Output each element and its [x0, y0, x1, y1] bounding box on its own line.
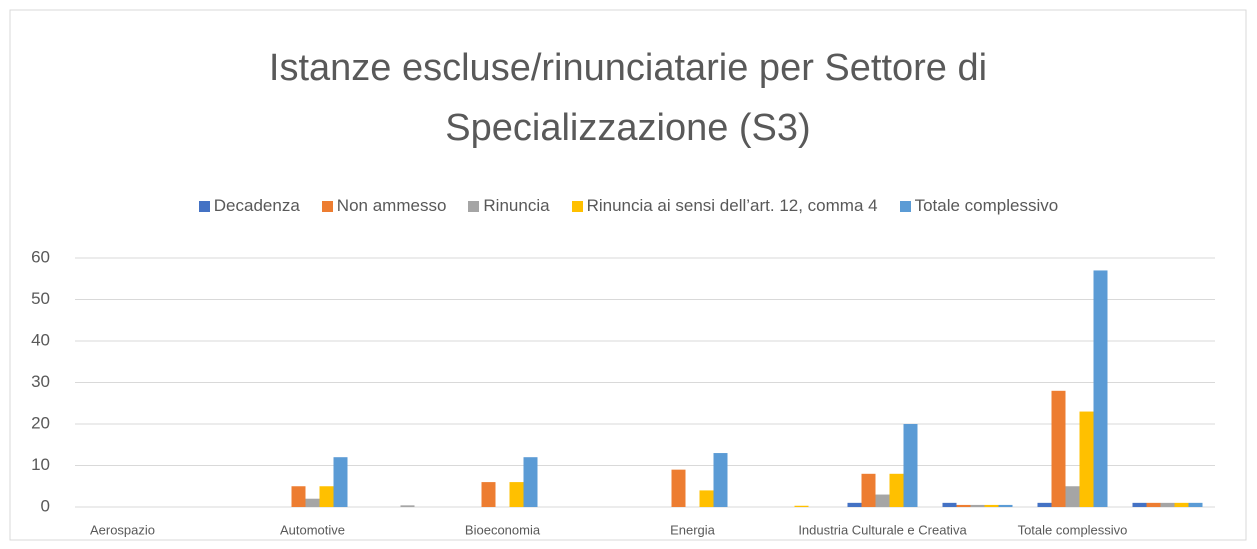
- legend-item: Rinuncia ai sensi dell’art. 12, comma 4: [571, 196, 878, 216]
- bar: [305, 498, 320, 507]
- legend-swatch: [321, 200, 333, 212]
- y-tick-label: 60: [31, 247, 50, 266]
- bar: [671, 469, 686, 507]
- bar: [713, 453, 728, 507]
- bar: [903, 424, 918, 507]
- x-tick-label: Bioeconomia: [465, 522, 541, 537]
- legend-item: Non ammesso: [321, 196, 447, 216]
- y-tick-label: 30: [31, 372, 50, 391]
- legend-label: Non ammesso: [336, 196, 447, 215]
- legend-label: Totale complessivo: [914, 196, 1059, 215]
- bar: [1037, 502, 1052, 507]
- legend-swatch: [899, 200, 911, 212]
- bar: [1051, 390, 1066, 507]
- legend-label: Decadenza: [213, 196, 300, 215]
- y-tick-label: 20: [31, 413, 50, 432]
- bar: [481, 482, 496, 507]
- bar: [523, 457, 538, 507]
- bar: [319, 486, 334, 507]
- bar: [1132, 502, 1147, 507]
- bar: [942, 502, 957, 507]
- bar: [291, 486, 306, 507]
- x-tick-label: Energia: [670, 522, 716, 537]
- bar: [509, 482, 524, 507]
- bar: [333, 457, 348, 507]
- bar: [875, 494, 890, 507]
- bar: [847, 502, 862, 507]
- bar: [1146, 502, 1161, 507]
- legend-label: Rinuncia ai sensi dell’art. 12, comma 4: [586, 196, 878, 215]
- y-tick-label: 40: [31, 330, 50, 349]
- y-tick-label: 0: [41, 496, 50, 515]
- legend-swatch: [571, 200, 583, 212]
- bar: [1174, 502, 1189, 507]
- legend-swatch: [198, 200, 210, 212]
- bar: [400, 505, 415, 507]
- legend-label: Rinuncia: [483, 196, 550, 215]
- bar: [1188, 502, 1203, 507]
- legend-item: Totale complessivo: [899, 196, 1059, 216]
- x-tick-label: Industria Culturale e Creativa: [798, 522, 967, 537]
- bar: [984, 504, 999, 507]
- bar: [1065, 486, 1080, 507]
- bar: [861, 473, 876, 507]
- bar: [1079, 411, 1094, 507]
- bar: [794, 505, 809, 507]
- x-tick-label: Totale complessivo: [1018, 522, 1128, 537]
- y-tick-label: 50: [31, 289, 50, 308]
- bar: [998, 504, 1013, 507]
- legend-item: Rinuncia: [468, 196, 550, 216]
- bar: [970, 504, 985, 507]
- legend: Decadenza Non ammesso Rinuncia Rinuncia ai …: [0, 196, 1257, 216]
- bar: [699, 490, 714, 507]
- x-tick-label: Aerospazio: [90, 522, 155, 537]
- legend-swatch: [468, 200, 480, 212]
- chart-title: Istanze escluse/rinunciatarie per Settor…: [268, 47, 988, 149]
- y-tick-label: 10: [31, 455, 50, 474]
- x-tick-label: Automotive: [280, 522, 345, 537]
- bar: [1093, 270, 1108, 507]
- bar: [956, 504, 971, 507]
- legend-item: Decadenza: [198, 196, 300, 216]
- bar: [889, 473, 904, 507]
- bar: [1160, 502, 1175, 507]
- chart-border: [9, 9, 1247, 541]
